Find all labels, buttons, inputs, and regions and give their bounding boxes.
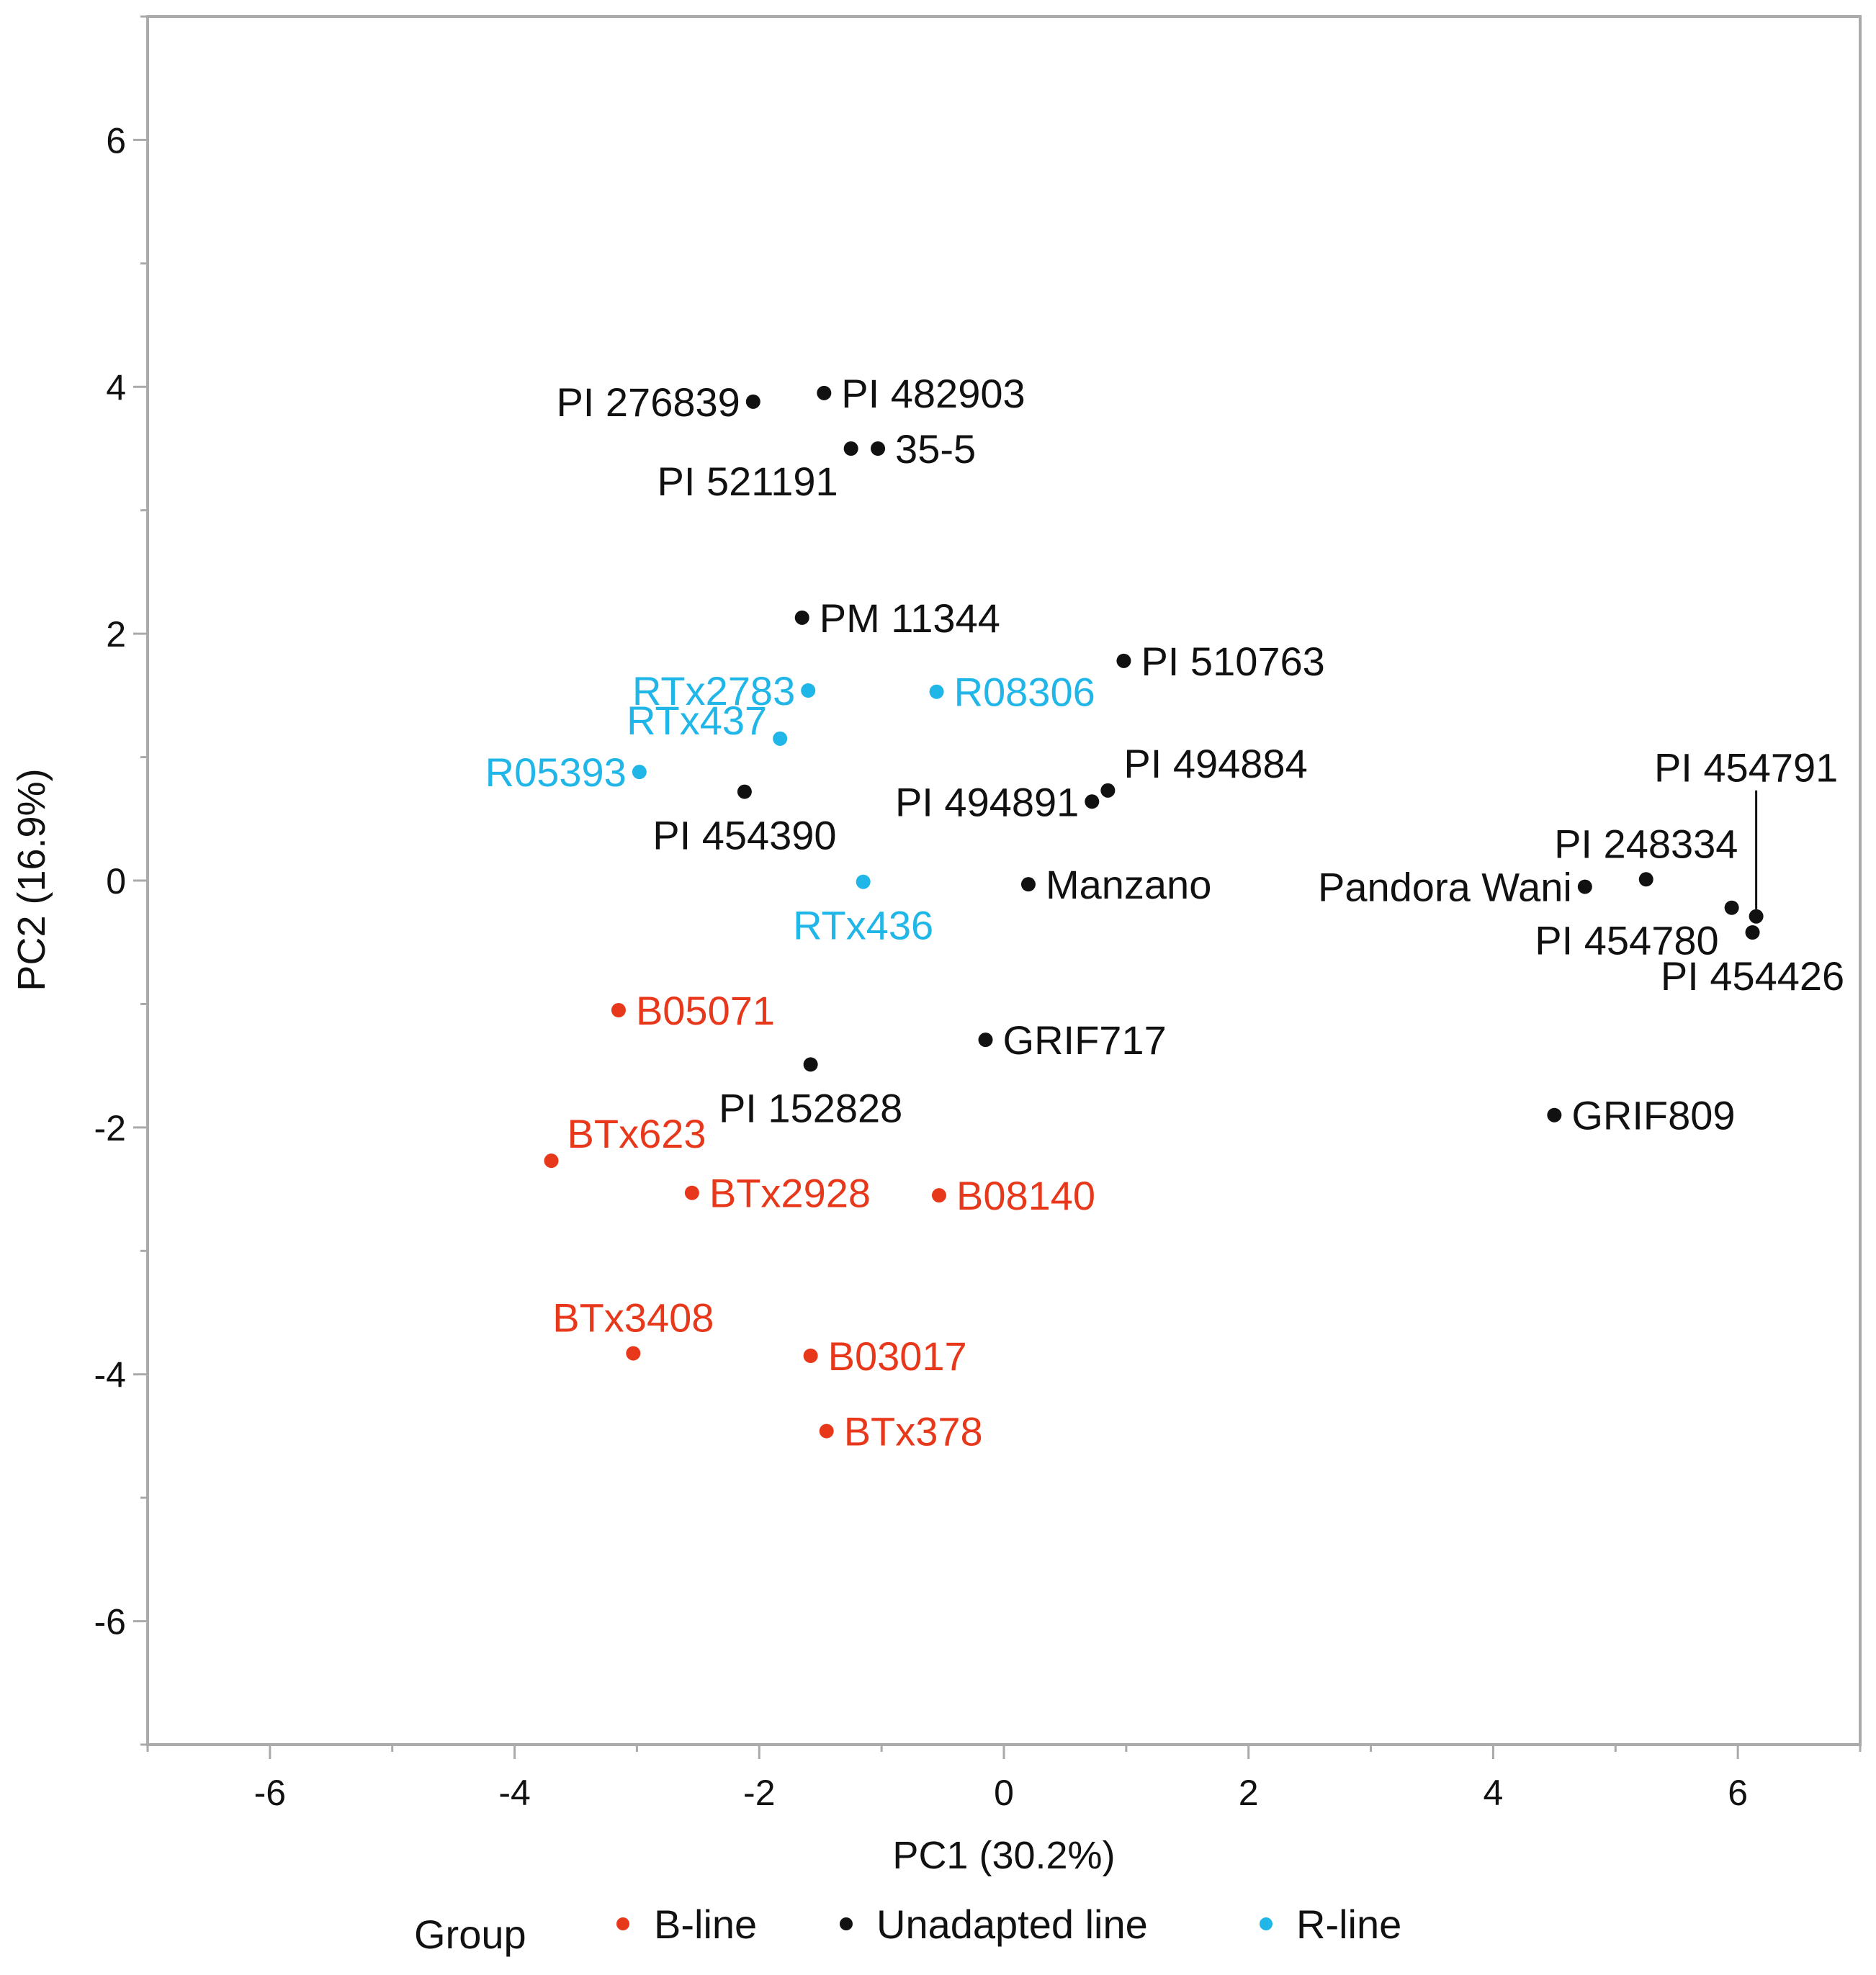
legend: Group B-line Unadapted line R-line — [414, 1902, 1401, 1957]
label-pi-152828: PI 152828 — [719, 1085, 902, 1130]
y-axis-title: PC2 (16.9%) — [10, 768, 53, 991]
y-tick-label: 4 — [106, 367, 126, 408]
label-pi-248334: PI 248334 — [1554, 821, 1738, 866]
point-pi-152828 — [803, 1057, 818, 1072]
x-tick-label: 4 — [1484, 1773, 1504, 1813]
label-btx2928: BTx2928 — [709, 1171, 871, 1216]
y-tick-label: -2 — [94, 1108, 126, 1148]
x-tick-label: -2 — [743, 1773, 775, 1813]
point-r08306 — [929, 684, 944, 699]
label-pi-454791: PI 454791 — [1654, 745, 1838, 791]
label-pi-510763: PI 510763 — [1141, 639, 1324, 684]
y-tick-label: 0 — [106, 861, 126, 901]
label-manzano: Manzano — [1046, 862, 1211, 907]
label-btx378: BTx378 — [844, 1409, 983, 1454]
label-rtx437: RTx437 — [627, 698, 767, 743]
point-b03017 — [803, 1349, 818, 1363]
label-pi-276839: PI 276839 — [556, 379, 740, 425]
point-btx623 — [544, 1153, 559, 1169]
point-r05393 — [632, 765, 647, 780]
legend-label-b-line: B-line — [654, 1902, 757, 1947]
data-points — [544, 385, 1764, 1439]
point-b08140 — [931, 1188, 946, 1203]
label-pi-454780: PI 454780 — [1535, 918, 1718, 963]
label-pi-482903: PI 482903 — [841, 371, 1025, 416]
tick-labels: -6 -4 -2 0 2 4 6 -6 -4 -2 0 2 4 6 — [94, 120, 1749, 1813]
point-pi-494884 — [1100, 783, 1116, 798]
label-r05393: R05393 — [485, 750, 627, 795]
point-manzano — [1020, 877, 1036, 892]
point-btx3408 — [626, 1346, 641, 1361]
label-pandora-wani: Pandora Wani — [1318, 865, 1572, 910]
label-btx623: BTx623 — [567, 1111, 706, 1156]
label-btx3408: BTx3408 — [552, 1295, 714, 1341]
point-pi-248334 — [1638, 872, 1653, 887]
point-rtx436 — [856, 874, 871, 889]
legend-label-unadapted-line: Unadapted line — [876, 1902, 1148, 1947]
legend-marker-unadapted-line — [840, 1917, 853, 1930]
x-tick-label: 0 — [994, 1773, 1014, 1813]
x-tick-label: -4 — [498, 1773, 530, 1813]
label-rtx2783: RTx2783 — [632, 668, 795, 714]
y-tick-label: -4 — [94, 1355, 126, 1395]
label-pi-521191: PI 521191 — [657, 459, 838, 504]
point-pi-276839 — [745, 394, 760, 409]
x-axis-title: PC1 (30.2%) — [892, 1834, 1115, 1877]
major-ticks — [133, 138, 1739, 1759]
point-rtx437 — [773, 731, 788, 746]
label-grif717: GRIF717 — [1003, 1017, 1167, 1063]
point-pi-482903 — [817, 385, 832, 400]
label-pi-454426: PI 454426 — [1661, 953, 1844, 999]
point-pi-494891 — [1085, 794, 1100, 809]
label-rtx436: RTx436 — [793, 903, 933, 948]
y-tick-label: 6 — [106, 120, 126, 161]
label-35-5: 35-5 — [895, 426, 976, 472]
legend-marker-r-line — [1260, 1917, 1273, 1930]
legend-title: Group — [414, 1912, 526, 1957]
label-pm-11344: PM 11344 — [820, 595, 1000, 641]
y-tick-label: 2 — [106, 614, 126, 654]
legend-marker-b-line — [616, 1917, 629, 1930]
point-grif809 — [1547, 1107, 1562, 1123]
label-pi-454390: PI 454390 — [652, 813, 836, 858]
x-tick-label: -6 — [254, 1773, 286, 1813]
label-grif809: GRIF809 — [1571, 1093, 1735, 1138]
point-rtx2783 — [801, 683, 816, 698]
plot-frame — [146, 15, 1862, 1746]
point-pi-454390 — [737, 784, 752, 799]
legend-label-r-line: R-line — [1296, 1902, 1401, 1947]
point-grif717 — [978, 1033, 993, 1048]
point-pi-510763 — [1116, 653, 1131, 668]
point-pandora-wani — [1577, 879, 1592, 894]
x-tick-label: 2 — [1239, 1773, 1259, 1813]
x-tick-label: 6 — [1728, 1773, 1748, 1813]
point-btx2928 — [684, 1185, 699, 1200]
label-b05071: B05071 — [636, 988, 775, 1033]
point-b05071 — [611, 1003, 626, 1017]
point-pi-454426 — [1745, 925, 1760, 940]
y-tick-label: -6 — [94, 1602, 126, 1642]
point-pi-521191 — [843, 441, 858, 456]
label-r08306: R08306 — [954, 670, 1095, 715]
label-pi-494891: PI 494891 — [895, 779, 1079, 824]
point-btx378 — [819, 1423, 834, 1439]
point-pi-454780 — [1724, 900, 1739, 915]
label-b03017: B03017 — [828, 1333, 967, 1379]
label-b08140: B08140 — [956, 1173, 1095, 1218]
point-pm-11344 — [794, 610, 809, 625]
point-pi-454791 — [1749, 909, 1764, 924]
point-35-5 — [871, 441, 886, 456]
label-pi-494884: PI 494884 — [1123, 741, 1307, 786]
